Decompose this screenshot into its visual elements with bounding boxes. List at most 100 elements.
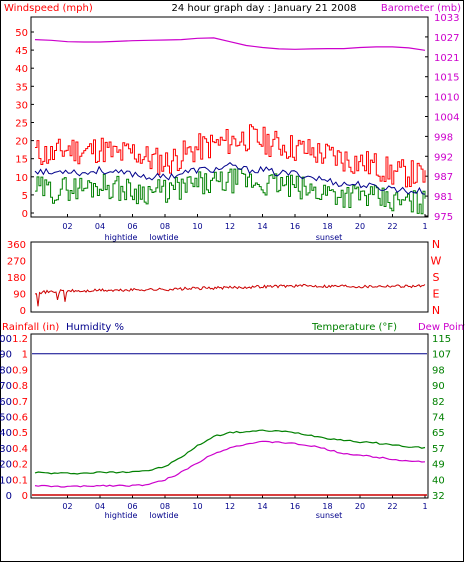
temperature-y-tick-label: 32 (432, 491, 445, 502)
x-tick-label: 22 (387, 502, 397, 511)
hightide-label: hightide (105, 233, 138, 242)
barometer-y-tick-label: 975 (434, 212, 453, 223)
wind-y-tick-label: 25 (15, 119, 28, 130)
x-tick-label: 20 (355, 222, 365, 231)
x-tick-label: 16 (290, 502, 300, 511)
wind-y-tick-label: 5 (22, 191, 28, 202)
wind-y-tick-label: 0 (22, 209, 28, 220)
x-tick-label: 02 (62, 222, 72, 231)
sunset-label: sunset (316, 233, 343, 242)
x-tick-label: 04 (95, 222, 105, 231)
wind-y-tick-label: 45 (15, 46, 28, 57)
humidity-y-tick-label: 70 (0, 381, 12, 392)
wind-gust-line (35, 124, 426, 188)
x-tick-label: 06 (127, 222, 137, 231)
rainfall-y-tick-label: 0.5 (12, 428, 28, 439)
chart-title: 24 hour graph day : January 21 2008 (172, 3, 357, 14)
compass-label: N (432, 304, 440, 317)
rainfall-y-tick-label: 0.7 (12, 397, 28, 408)
direction-y-tick-label: 0 (20, 306, 26, 317)
temperature-y-tick-label: 82 (432, 397, 445, 408)
rainfall-axis-label: Rainfall (in) (2, 322, 59, 333)
barometer-y-tick-label: 992 (434, 152, 453, 163)
rainfall-y-tick-label: 0.6 (12, 413, 28, 424)
rainfall-y-tick-label: 1.2 (12, 334, 28, 345)
direction-y-tick-label: 90 (13, 290, 26, 301)
barometer-y-tick-label: 1033 (434, 13, 459, 24)
humidity-y-tick-label: 10 (0, 475, 12, 486)
humidity-y-tick-label: 30 (0, 444, 12, 455)
temperature-y-tick-label: 65 (432, 428, 445, 439)
lowtide-label: lowtide (149, 233, 178, 242)
humidity-y-tick-label: 80 (0, 365, 12, 376)
x-tick-label: 10 (192, 502, 202, 511)
direction-plot-area (30, 241, 429, 313)
wind-y-tick-label: 30 (15, 100, 28, 111)
wind-y-tick-label: 35 (15, 82, 28, 93)
wind-y-tick-label: 10 (15, 173, 28, 184)
sunset-label: sunset (316, 511, 343, 520)
temperature-y-tick-label: 74 (432, 413, 445, 424)
barometer-y-tick-label: 1027 (434, 33, 459, 44)
x-tick-label: 10 (192, 222, 202, 231)
direction-y-tick-label: 180 (7, 273, 26, 284)
dewpoint-axis-label: Dew Point (418, 322, 465, 333)
humidity-axis-label: Humidity % (66, 322, 124, 333)
x-tick-label: 12 (225, 502, 235, 511)
humidity-y-tick-label: 50 (0, 413, 12, 424)
direction-y-tick-label: 360 (7, 240, 26, 251)
humidity-y-tick-label: 40 (0, 428, 12, 439)
x-tick-label: 06 (127, 502, 137, 511)
compass-label: N (432, 238, 440, 251)
rainfall-y-tick-label: 0.1 (12, 475, 28, 486)
rainfall-y-tick-label: 0.2 (12, 460, 28, 471)
x-tick-label: 12 (225, 222, 235, 231)
rainfall-y-tick-label: 1 (22, 350, 28, 361)
dewpoint-line (34, 440, 426, 488)
x-tick-label: 20 (355, 502, 365, 511)
barometer-line (34, 37, 426, 51)
x-tick-label: 18 (322, 502, 332, 511)
x-tick-label: 14 (257, 502, 267, 511)
x-tick-label: 02 (62, 502, 72, 511)
temperature-plot-area (30, 333, 429, 499)
hightide-label: hightide (105, 511, 138, 520)
temperature-y-tick-label: 49 (432, 460, 445, 471)
temperature-line (34, 429, 426, 475)
x-tick-label: 1 (422, 222, 427, 231)
rainfall-y-tick-label: 0 (22, 491, 28, 502)
windspeed-axis-label: Windspeed (mph) (4, 3, 93, 14)
lowtide-label: lowtide (149, 511, 178, 520)
x-tick-label: 08 (160, 222, 170, 231)
x-tick-label: 16 (290, 222, 300, 231)
temperature-y-tick-label: 115 (432, 334, 451, 345)
barometer-y-tick-label: 1021 (434, 53, 459, 64)
temperature-y-tick-label: 98 (432, 365, 445, 376)
x-tick-label: 18 (322, 222, 332, 231)
humidity-y-tick-label: 20 (0, 460, 12, 471)
wind-ten-minute-line (34, 162, 426, 195)
humidity-y-tick-label: 60 (0, 397, 12, 408)
compass-label: S (433, 271, 440, 284)
temperature-y-tick-label: 90 (432, 381, 445, 392)
humidity-y-tick-label: 90 (0, 350, 12, 361)
x-tick-label: 22 (387, 222, 397, 231)
rainfall-y-tick-label: 0.8 (12, 381, 28, 392)
direction-y-tick-label: 270 (7, 257, 26, 268)
temperature-y-tick-label: 57 (432, 444, 445, 455)
humidity-y-tick-label: 100 (0, 334, 12, 345)
barometer-y-tick-label: 1010 (434, 93, 459, 104)
wind-average-line (35, 168, 426, 215)
wind-y-tick-label: 40 (15, 64, 28, 75)
wind-y-tick-label: 20 (15, 137, 28, 148)
rainfall-y-tick-label: 0.9 (12, 365, 28, 376)
wind-y-tick-label: 15 (15, 155, 28, 166)
x-tick-label: 1 (422, 502, 427, 511)
barometer-axis-label: Barometer (mb) (381, 3, 461, 14)
x-tick-label: 14 (257, 222, 267, 231)
barometer-y-tick-label: 1004 (434, 113, 459, 124)
barometer-y-tick-label: 987 (434, 172, 453, 183)
temperature-y-tick-label: 40 (432, 475, 445, 486)
